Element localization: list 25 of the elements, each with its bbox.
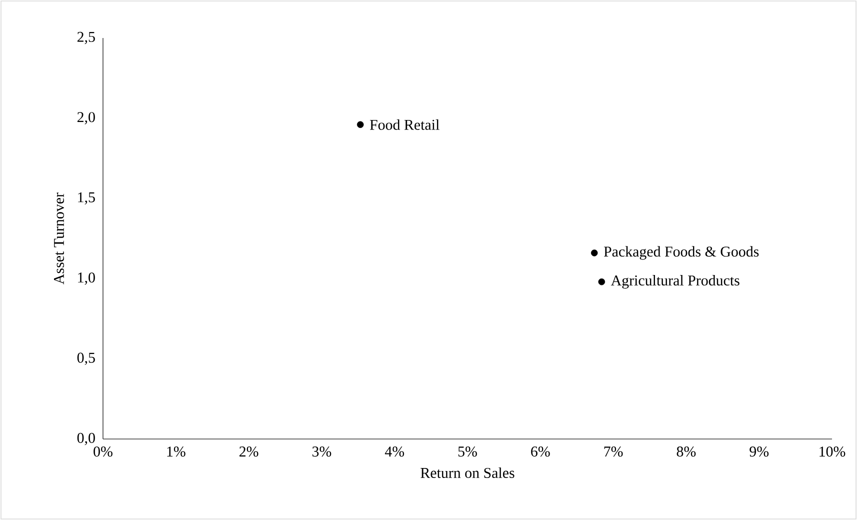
x-tick-label: 1% <box>167 446 186 457</box>
y-axis-title: Asset Turnover <box>54 192 64 284</box>
x-tick-label: 8% <box>676 446 696 457</box>
y-tick-label: 1,0 <box>78 272 95 285</box>
point <box>598 278 606 286</box>
annotation: Food Retail <box>370 119 440 130</box>
y-tick-label: 2,0 <box>77 112 95 124</box>
x-tick-label: 10% <box>820 446 846 457</box>
x-tick-label: 4% <box>384 446 404 457</box>
y-tick-label: 0,5 <box>77 352 95 365</box>
y-tick-label: 0,0 <box>77 432 95 446</box>
x-axis-title: Return on Sales <box>420 467 514 478</box>
x-tick-label: 7% <box>604 446 623 457</box>
y-tick-label: 2,5 <box>77 32 95 44</box>
x-tick-label: 9% <box>750 446 769 457</box>
x-tick-label: 2% <box>240 446 258 457</box>
x-tick-label: 3% <box>312 446 332 457</box>
y-tick-label: 1,5 <box>78 192 95 204</box>
annotation: Agricultural Products <box>610 275 740 289</box>
x-tick-label: 6% <box>531 446 550 457</box>
x-tick-label: 5% <box>458 446 477 457</box>
x-tick-label: 0% <box>94 446 112 457</box>
point <box>356 121 364 128</box>
annotation: Packaged Foods & Goods <box>604 246 759 260</box>
point <box>590 250 598 256</box>
